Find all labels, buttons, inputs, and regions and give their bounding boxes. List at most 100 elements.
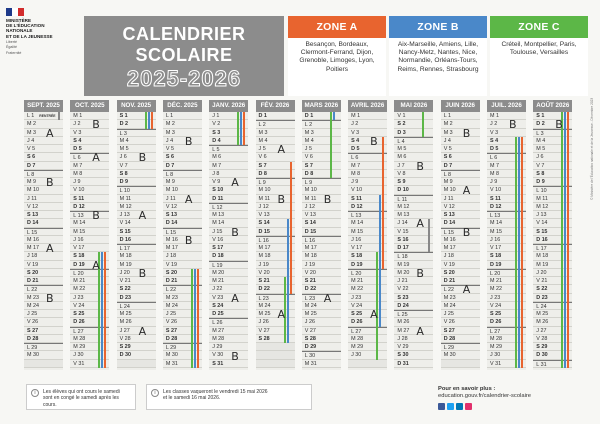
day-cell: M 27 — [209, 327, 249, 335]
day-cell: J 1 — [209, 112, 249, 121]
handwritten-mark: A — [462, 283, 471, 297]
day-cell: L 1 RENTRÉE — [24, 112, 63, 121]
day-cell: M 21 — [487, 277, 526, 286]
day-cell: L 13 — [348, 211, 388, 220]
holiday-bar — [561, 112, 564, 369]
holiday-bar — [144, 112, 147, 129]
day-cell: D 5 — [70, 145, 110, 154]
day-cell: D 28 — [440, 335, 480, 343]
day-cell: D 12 — [487, 203, 526, 211]
day-cell: V 24 — [348, 302, 388, 310]
day-cell: J 15 — [209, 228, 249, 236]
day-cell: J 30 — [70, 351, 110, 360]
instagram-icon[interactable] — [465, 402, 472, 410]
day-cell: J 5 — [255, 145, 295, 154]
day-cell: M 30 — [440, 351, 480, 360]
day-cell: M 2 — [162, 120, 202, 129]
day-cell: M 20 — [394, 269, 434, 277]
day-cell: J 13 — [533, 211, 573, 220]
day-cell: S 15 — [116, 228, 156, 236]
day-cell: J 25 — [24, 310, 63, 319]
day-cell: M 8 — [348, 170, 388, 178]
linkedin-icon[interactable] — [456, 402, 463, 410]
day-cell: V 17 — [348, 244, 388, 253]
zone-a-cities: Besançon, Bordeaux, Clermont-Ferrand, Di… — [299, 41, 375, 73]
twitter-icon[interactable] — [447, 402, 454, 410]
day-cell: M 24 — [24, 302, 63, 310]
day-cell: D 21 — [440, 277, 480, 286]
day-cell: M 10 — [24, 186, 63, 195]
day-cell: J 12 — [301, 203, 341, 211]
handwritten-mark: A — [462, 184, 471, 198]
month-header: OCT. 2025 — [70, 100, 110, 112]
day-cell: J 6 — [116, 153, 156, 162]
day-cell: D 22 — [255, 285, 295, 294]
day-cell: D 15 — [301, 228, 341, 236]
day-cell: V 12 — [162, 203, 202, 211]
day-cell: L 16 — [255, 235, 295, 244]
day-cell: L 20 — [70, 268, 110, 277]
holiday-bar — [243, 112, 246, 146]
day-cell: V 10 — [348, 186, 388, 195]
month-header: JUIN 2026 — [440, 100, 480, 112]
empty-cell — [255, 359, 295, 368]
facebook-icon[interactable] — [438, 402, 445, 410]
day-cell: J 30 — [348, 351, 388, 360]
day-cell: L 8 — [24, 169, 63, 178]
day-cell: M 1 — [70, 112, 110, 121]
day-cell: L 10 — [116, 186, 156, 195]
day-cell: M 15 — [348, 228, 388, 236]
zone-c-header: ZONE C — [490, 16, 588, 38]
day-cell: M 9 — [440, 178, 480, 187]
day-cell: V 19 — [162, 261, 202, 269]
day-cell: S 30 — [394, 351, 434, 360]
zone-b-header: ZONE B — [389, 16, 487, 38]
day-cell: J 11 — [162, 195, 202, 203]
social-icons — [438, 402, 531, 410]
day-cell: D 25 — [209, 310, 249, 319]
day-cell: J 19 — [301, 261, 341, 269]
day-cell: J 18 — [162, 252, 202, 261]
day-cell: J 26 — [255, 318, 295, 327]
day-cell: M 18 — [533, 252, 573, 261]
day-cell: M 25 — [255, 310, 295, 319]
day-cell: M 31 — [301, 360, 341, 368]
ministry-name-line-1: Ministère — [6, 18, 32, 23]
zone-b-cities: Aix-Marseille, Amiens, Lille, Nancy-Metz… — [397, 41, 479, 73]
day-cell: D 23 — [533, 294, 573, 302]
month-header: AOÛT 2026 — [533, 100, 573, 112]
holiday-bar — [564, 112, 567, 369]
day-cell: L 19 — [209, 260, 249, 269]
day-cell: J 9 — [348, 178, 388, 187]
handwritten-mark: B — [416, 266, 424, 280]
day-cell: S 4 — [70, 137, 110, 145]
day-cell: D 26 — [348, 318, 388, 327]
empty-cell — [24, 359, 63, 368]
day-cell: V 27 — [301, 327, 341, 335]
day-cell: V 3 — [487, 129, 526, 137]
motto-1: Liberté — [6, 39, 17, 44]
day-cell: L 8 — [162, 169, 202, 178]
handwritten-mark: B — [509, 118, 517, 132]
day-cell: V 2 — [209, 120, 249, 129]
day-cell: L 6 — [348, 153, 388, 162]
day-cell: M 30 — [24, 351, 63, 360]
day-cell: J 29 — [209, 343, 249, 352]
day-cell: J 27 — [116, 327, 156, 335]
day-cell: V 26 — [162, 318, 202, 327]
day-cell: L 30 — [301, 351, 341, 360]
day-cell: S 25 — [487, 310, 526, 319]
day-cell: M 25 — [533, 310, 573, 319]
day-cell: V 7 — [116, 162, 156, 170]
day-cell: V 24 — [487, 302, 526, 310]
day-cell: J 21 — [394, 277, 434, 286]
day-cell: D 21 — [162, 277, 202, 286]
more-info-link[interactable]: education.gouv.fr/calendrier-scolaire — [438, 393, 532, 400]
handwritten-mark: A — [416, 324, 424, 338]
french-flag-icon — [6, 8, 24, 16]
day-cell: V 12 — [440, 203, 480, 211]
day-cell: S 4 — [487, 137, 526, 145]
